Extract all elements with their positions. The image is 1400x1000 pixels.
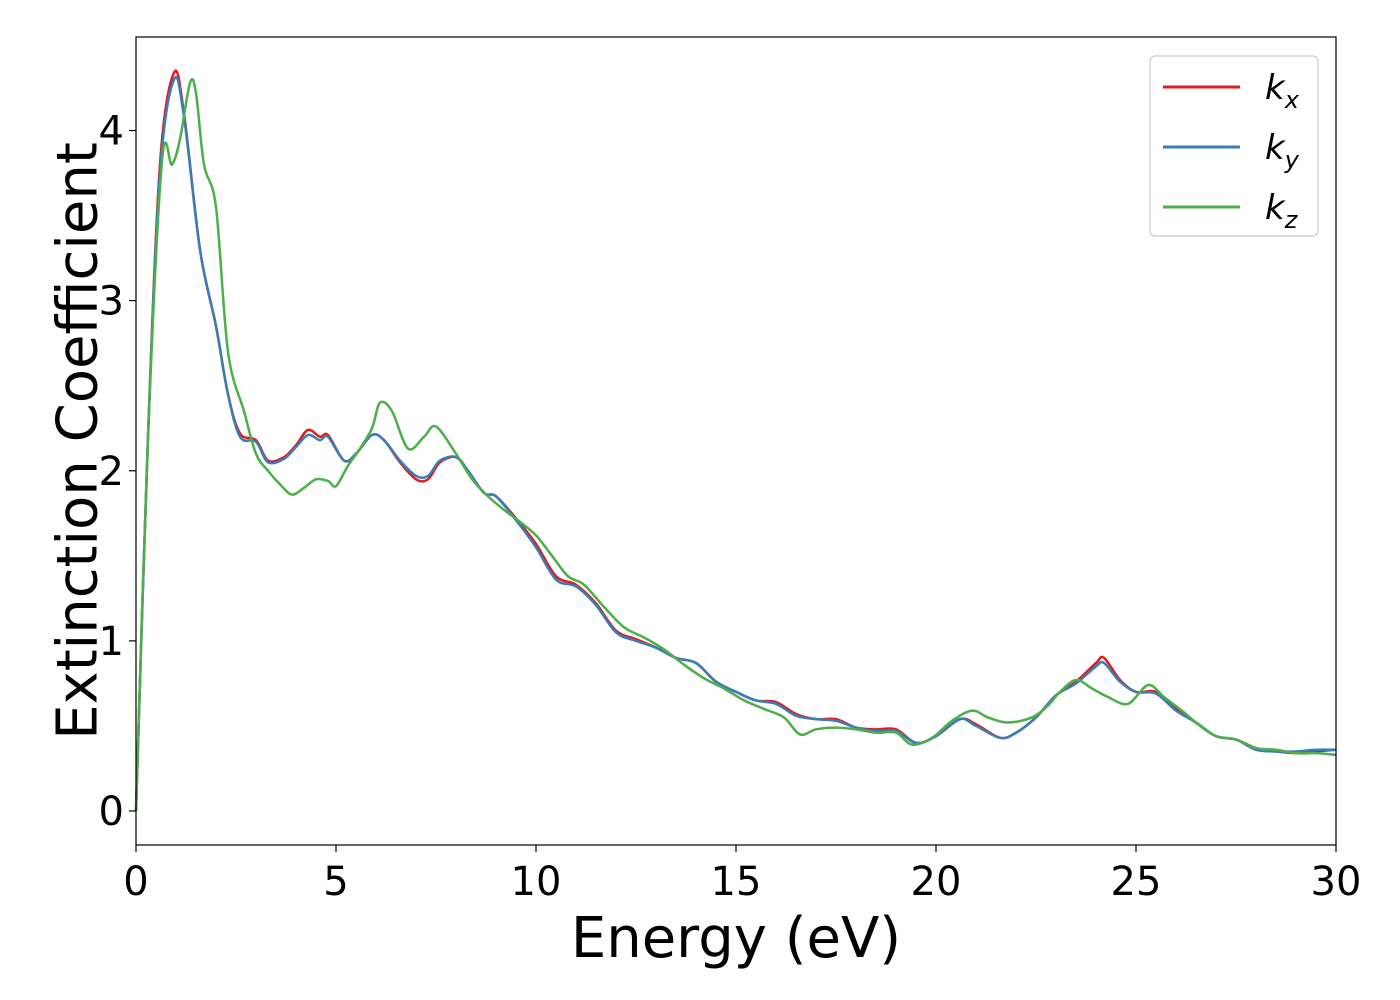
y-tick-label: 3 [99, 279, 124, 325]
y-tick-label: 1 [99, 619, 124, 665]
series-line-ky [134, 76, 1337, 812]
y-tick-label: 4 [99, 109, 124, 155]
x-tick-label: 10 [511, 859, 562, 905]
series-layer [134, 69, 1337, 812]
x-axis: 0 5 10 15 20 25 30 [123, 845, 1361, 905]
x-tick-label: 5 [323, 859, 348, 905]
x-tick-label: 20 [911, 859, 962, 905]
x-tick-label: 30 [1311, 859, 1362, 905]
x-tick-label: 25 [1111, 859, 1162, 905]
legend-label-kx: kx [1265, 68, 1300, 114]
y-axis-title: Extinction Coefficient [46, 142, 111, 740]
y-axis: 0 1 2 3 4 [99, 109, 136, 835]
x-tick-label: 0 [123, 859, 148, 905]
y-tick-label: 2 [99, 449, 124, 495]
y-tick-label: 0 [99, 789, 124, 835]
legend-label-ky: ky [1265, 128, 1300, 174]
x-axis-title: Energy (eV) [571, 906, 901, 971]
x-tick-label: 15 [711, 859, 762, 905]
series-line-kz [134, 77, 1337, 812]
